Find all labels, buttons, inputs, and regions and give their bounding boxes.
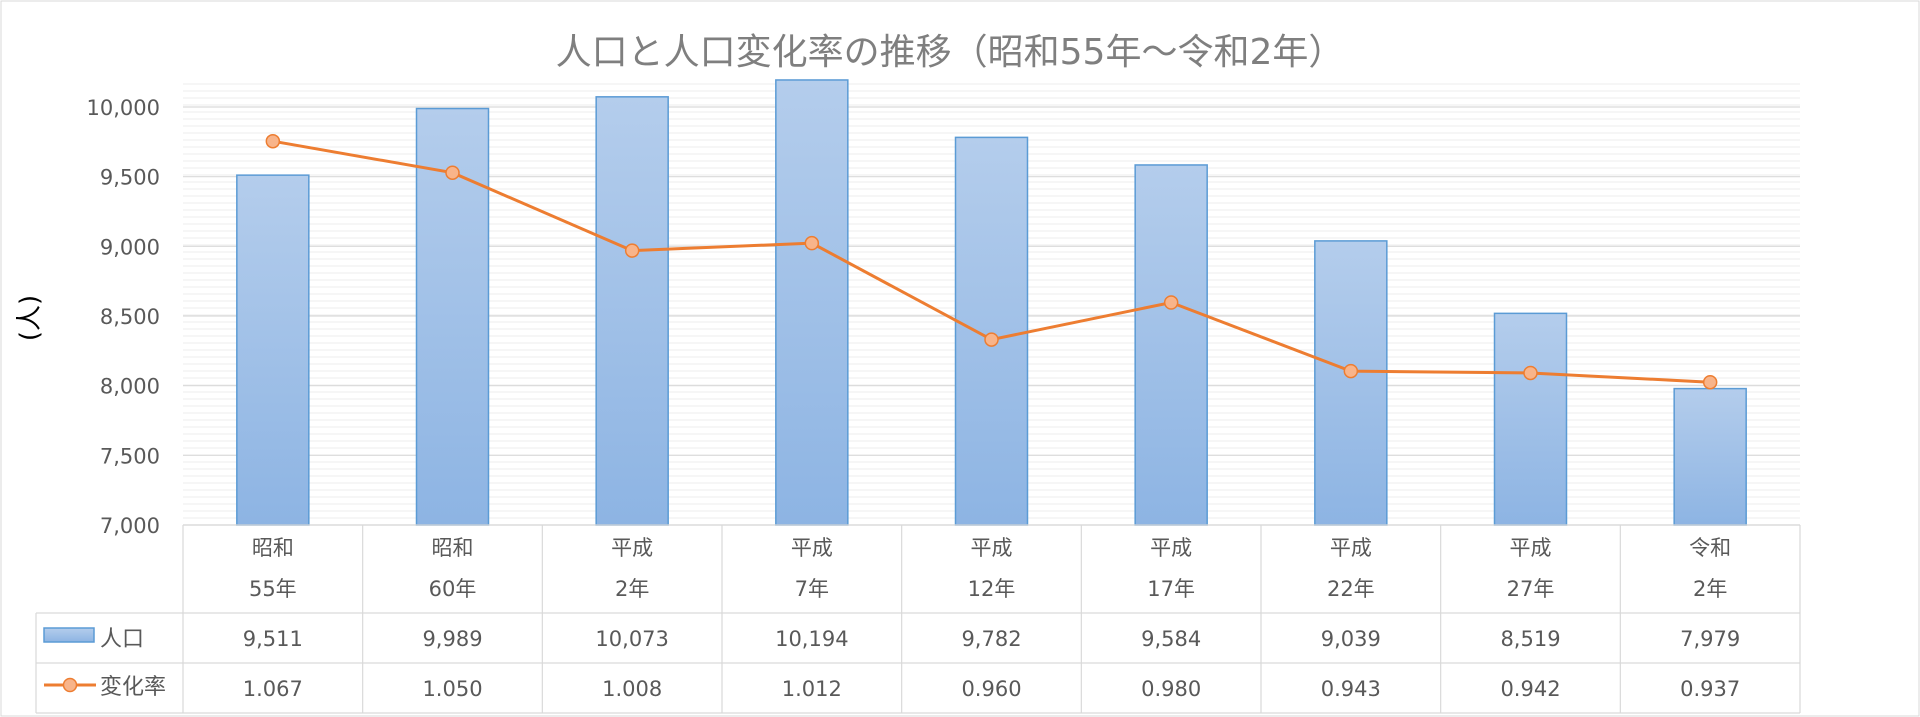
data-label-population: 10,073 bbox=[595, 627, 668, 651]
y-tick-label: 9,500 bbox=[100, 166, 160, 190]
change-rate-marker bbox=[804, 235, 820, 251]
data-label-population: 9,511 bbox=[243, 627, 303, 651]
data-label-population: 9,584 bbox=[1141, 627, 1201, 651]
y-tick-label: 9,000 bbox=[100, 235, 160, 259]
x-tick-label-era: 平成 bbox=[1510, 536, 1552, 560]
population-bar bbox=[1673, 387, 1747, 526]
x-tick-label-year: 2年 bbox=[615, 577, 649, 601]
population-bar bbox=[775, 79, 849, 526]
y-tick-label: 8,500 bbox=[100, 305, 160, 329]
data-label-population: 9,989 bbox=[422, 627, 482, 651]
change-rate-line bbox=[265, 133, 1718, 390]
x-tick-label-era: 平成 bbox=[791, 536, 833, 560]
y-axis-tick-labels: 7,000 7,500 8,000 8,500 9,000 9,500 10,000 bbox=[87, 96, 160, 538]
legend-label-population: 人口 bbox=[100, 627, 144, 652]
y-tick-label: 7,500 bbox=[100, 444, 160, 468]
data-label-change-rate: 0.943 bbox=[1321, 677, 1381, 701]
change-rate-marker bbox=[984, 332, 999, 347]
data-label-population: 10,194 bbox=[775, 627, 848, 651]
x-tick-label-year: 27年 bbox=[1507, 577, 1555, 601]
data-label-population: 9,782 bbox=[961, 627, 1021, 651]
x-tick-label-year: 22年 bbox=[1327, 577, 1375, 601]
data-label-population: 7,979 bbox=[1680, 627, 1740, 651]
change-rate-marker bbox=[265, 133, 281, 149]
data-label-change-rate: 0.937 bbox=[1680, 677, 1740, 701]
x-tick-label-era: 昭和 bbox=[252, 536, 294, 560]
change-rate-marker bbox=[1163, 295, 1179, 310]
x-tick-label-year: 2年 bbox=[1693, 577, 1727, 601]
legend-key-population bbox=[43, 627, 95, 643]
y-tick-label: 8,000 bbox=[100, 375, 160, 399]
population-bar bbox=[1493, 312, 1568, 526]
x-tick-label-era: 平成 bbox=[1330, 536, 1372, 560]
population-bar bbox=[595, 96, 669, 526]
x-tick-label-era: 昭和 bbox=[432, 536, 474, 560]
y-axis-label: (人) bbox=[15, 295, 45, 341]
legend-label-change-rate: 変化率 bbox=[100, 675, 166, 700]
x-tick-label-year: 17年 bbox=[1147, 577, 1195, 601]
data-label-change-rate: 1.050 bbox=[422, 677, 482, 701]
data-label-population: 8,519 bbox=[1500, 627, 1560, 651]
x-tick-label-year: 60年 bbox=[429, 577, 477, 601]
change-rate-marker bbox=[624, 243, 640, 258]
data-label-change-rate: 1.067 bbox=[243, 677, 303, 701]
y-tick-label: 7,000 bbox=[100, 514, 160, 538]
x-tick-label-era: 平成 bbox=[971, 536, 1013, 560]
data-label-change-rate: 0.960 bbox=[961, 677, 1021, 701]
legend-key-change-rate-marker bbox=[62, 677, 78, 693]
x-tick-label-era: 令和 bbox=[1689, 536, 1731, 560]
data-table: 昭和 55年 昭和 60年 平成 2年 平成 7年 平成 12年 平成 17年 平成 22年 平成 27年 令和… bbox=[35, 524, 1801, 714]
x-tick-label-era: 平成 bbox=[611, 536, 653, 560]
chart-title: 人口と人口変化率の推移（昭和55年〜令和2年） bbox=[556, 32, 1345, 73]
change-rate-marker bbox=[445, 165, 460, 180]
y-tick-label: 10,000 bbox=[87, 96, 160, 120]
population-bar bbox=[954, 136, 1029, 526]
data-label-change-rate: 0.942 bbox=[1500, 677, 1560, 701]
x-tick-label-era: 平成 bbox=[1150, 536, 1192, 560]
data-label-population: 9,039 bbox=[1321, 627, 1381, 651]
change-rate-marker bbox=[1702, 374, 1718, 390]
data-label-change-rate: 1.012 bbox=[782, 677, 842, 701]
change-rate-marker bbox=[1343, 363, 1359, 379]
population-bars bbox=[236, 79, 1747, 526]
x-tick-label-year: 12年 bbox=[968, 577, 1016, 601]
population-bar bbox=[1134, 164, 1208, 526]
change-rate-marker bbox=[1523, 365, 1538, 381]
population-bar bbox=[236, 174, 310, 526]
x-tick-label-year: 55年 bbox=[249, 577, 297, 601]
data-label-change-rate: 0.980 bbox=[1141, 677, 1201, 701]
x-tick-label-year: 7年 bbox=[795, 577, 829, 601]
data-label-change-rate: 1.008 bbox=[602, 677, 662, 701]
population-bar bbox=[1314, 240, 1388, 526]
